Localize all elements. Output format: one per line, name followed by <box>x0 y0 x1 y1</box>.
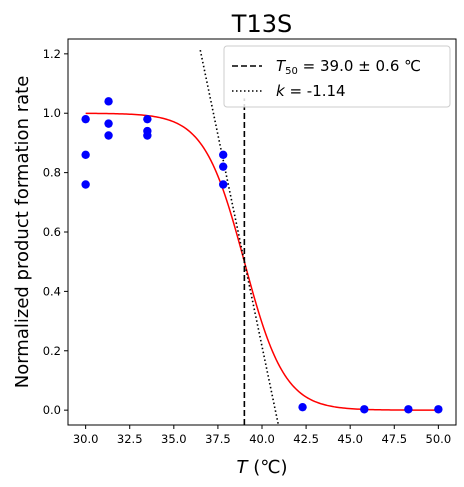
y-tick-label: 0.6 <box>43 225 61 239</box>
x-axis-title-unit: (℃) <box>248 457 288 478</box>
slope-line <box>199 49 280 425</box>
x-tick-label: 37.5 <box>205 432 231 446</box>
x-tick-label: 32.5 <box>117 432 143 446</box>
x-tick-label: 47.5 <box>381 432 407 446</box>
data-point <box>81 114 90 124</box>
data-point <box>143 131 152 140</box>
data-point <box>434 405 443 414</box>
legend: T50 = 39.0 ± 0.6 ℃ k = -1.14 <box>223 45 451 108</box>
y-tick-label: 0.0 <box>43 403 61 417</box>
chart-title: T13S <box>231 10 292 38</box>
x-axis-title: T (℃) <box>237 457 288 478</box>
data-point <box>104 131 113 140</box>
data-point <box>360 405 369 414</box>
legend-label: k = -1.14 <box>276 82 346 100</box>
data-point <box>104 97 113 106</box>
y-tick-label: 1.0 <box>43 106 61 120</box>
x-tick-label: 45.0 <box>337 432 363 446</box>
fit-curve <box>85 112 439 411</box>
y-tick-label: 0.2 <box>43 344 61 358</box>
x-axis-title-symbol: T <box>237 457 250 478</box>
y-axis: 0.0 0.2 0.4 0.6 0.8 1.0 1.2 <box>43 47 68 417</box>
legend-box <box>223 45 451 108</box>
data-point <box>219 162 228 171</box>
data-point <box>81 180 90 189</box>
plot-area <box>81 49 443 425</box>
data-point <box>298 402 307 412</box>
y-tick-label: 0.8 <box>43 166 61 180</box>
x-tick-label: 30.0 <box>73 432 99 446</box>
data-point <box>219 180 228 189</box>
x-tick-label: 40.0 <box>249 432 275 446</box>
legend-label: T50 = 39.0 ± 0.6 ℃ <box>276 57 421 77</box>
data-point <box>104 119 113 128</box>
y-tick-label: 0.4 <box>43 284 61 298</box>
y-tick-label: 1.2 <box>43 47 61 61</box>
x-tick-label: 50.0 <box>426 432 452 446</box>
data-point <box>143 114 152 124</box>
data-point <box>404 405 413 414</box>
x-tick-label: 42.5 <box>293 432 319 446</box>
y-axis-title: Normalized product formation rate <box>12 76 33 389</box>
data-point <box>219 150 228 159</box>
data-point <box>81 150 90 159</box>
x-tick-label: 35.0 <box>161 432 187 446</box>
x-axis: 30.0 32.5 35.0 37.5 40.0 42.5 45.0 47.5 50.0 <box>73 425 451 446</box>
